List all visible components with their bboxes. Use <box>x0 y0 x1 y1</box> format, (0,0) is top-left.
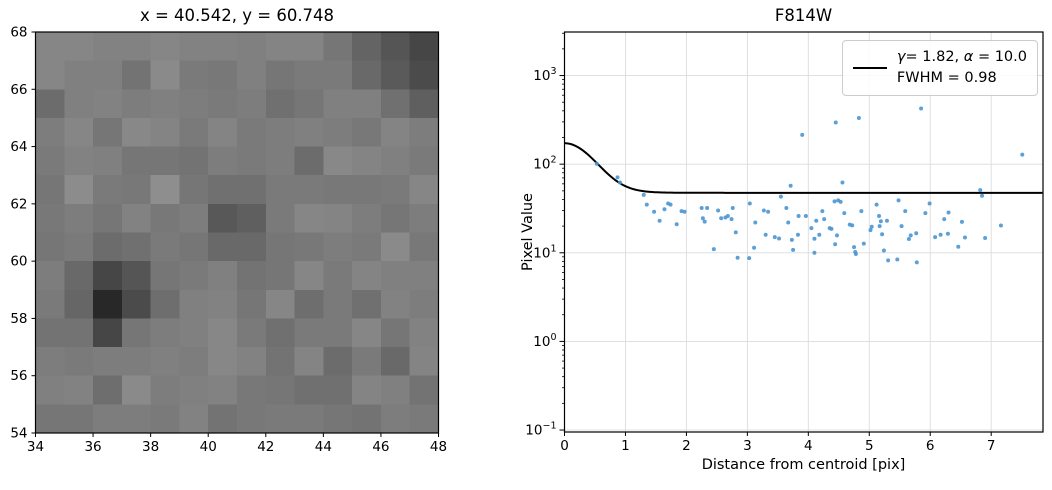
svg-text:54: 54 <box>10 426 27 442</box>
svg-text:100: 100 <box>533 332 556 350</box>
left-plot-title: x = 40.542, y = 60.748 <box>139 6 335 25</box>
svg-text:40: 40 <box>200 439 217 455</box>
svg-text:10−1: 10−1 <box>525 421 556 439</box>
svg-text:62: 62 <box>10 196 27 212</box>
svg-text:5: 5 <box>865 438 874 454</box>
svg-text:2: 2 <box>682 438 691 454</box>
svg-text:102: 102 <box>533 155 556 173</box>
svg-text:46: 46 <box>372 439 389 455</box>
svg-text:1: 1 <box>621 438 630 454</box>
legend-fit-params: γ= 1.82, α = 10.0 <box>896 49 1027 65</box>
svg-text:58: 58 <box>10 311 27 327</box>
svg-text:36: 36 <box>84 439 101 455</box>
svg-text:56: 56 <box>10 368 27 384</box>
svg-text:48: 48 <box>430 439 447 455</box>
svg-text:44: 44 <box>315 439 332 455</box>
svg-text:6: 6 <box>926 438 935 454</box>
svg-text:101: 101 <box>533 243 556 261</box>
grid-lines <box>564 32 1043 432</box>
fit-curve <box>564 142 1043 194</box>
axes-spines <box>34 31 440 434</box>
svg-text:3: 3 <box>743 438 752 454</box>
svg-text:42: 42 <box>257 439 274 455</box>
axes-spines <box>563 31 1044 433</box>
svg-text:64: 64 <box>10 139 27 155</box>
svg-text:66: 66 <box>10 82 27 98</box>
legend-labels: γ= 1.82, α = 10.0 FWHM = 0.98 <box>897 47 1027 89</box>
svg-text:60: 60 <box>10 254 27 270</box>
y-axis-label: Pixel Value <box>520 193 536 271</box>
svg-text:0: 0 <box>560 438 569 454</box>
x-axis-label: Distance from centroid [pix] <box>701 457 906 473</box>
pixel-grid <box>35 32 439 433</box>
svg-text:38: 38 <box>142 439 159 455</box>
fit-legend: γ= 1.82, α = 10.0 FWHM = 0.98 <box>841 40 1038 97</box>
legend-fwhm: FWHM = 0.98 <box>896 70 997 87</box>
svg-text:68: 68 <box>10 25 27 41</box>
legend-line-sample <box>852 67 887 70</box>
scatter-points <box>594 106 1025 265</box>
axis-ticks-and-labels: 0 1 2 3 4 5 6 7 103 102 101 100 10−1 <box>525 66 995 454</box>
right-plot-title: F814W <box>774 6 833 25</box>
svg-text:103: 103 <box>533 66 556 84</box>
axis-ticks-and-labels: 34 36 38 40 42 44 46 48 68 66 64 62 60 58 56 54 <box>10 25 447 456</box>
svg-text:7: 7 <box>987 438 996 454</box>
svg-text:4: 4 <box>804 438 813 454</box>
svg-text:34: 34 <box>27 439 44 455</box>
